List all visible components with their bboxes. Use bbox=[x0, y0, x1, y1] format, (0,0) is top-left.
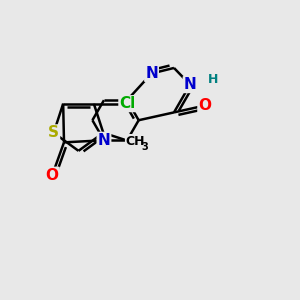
Text: N: N bbox=[98, 133, 110, 148]
Text: O: O bbox=[46, 168, 59, 183]
Text: CH: CH bbox=[125, 135, 145, 148]
Text: O: O bbox=[198, 98, 211, 113]
Text: S: S bbox=[48, 125, 59, 140]
Text: Cl: Cl bbox=[119, 96, 136, 111]
Text: H: H bbox=[208, 73, 219, 86]
Text: N: N bbox=[145, 66, 158, 81]
Text: N: N bbox=[184, 77, 196, 92]
Text: 3: 3 bbox=[141, 142, 148, 152]
